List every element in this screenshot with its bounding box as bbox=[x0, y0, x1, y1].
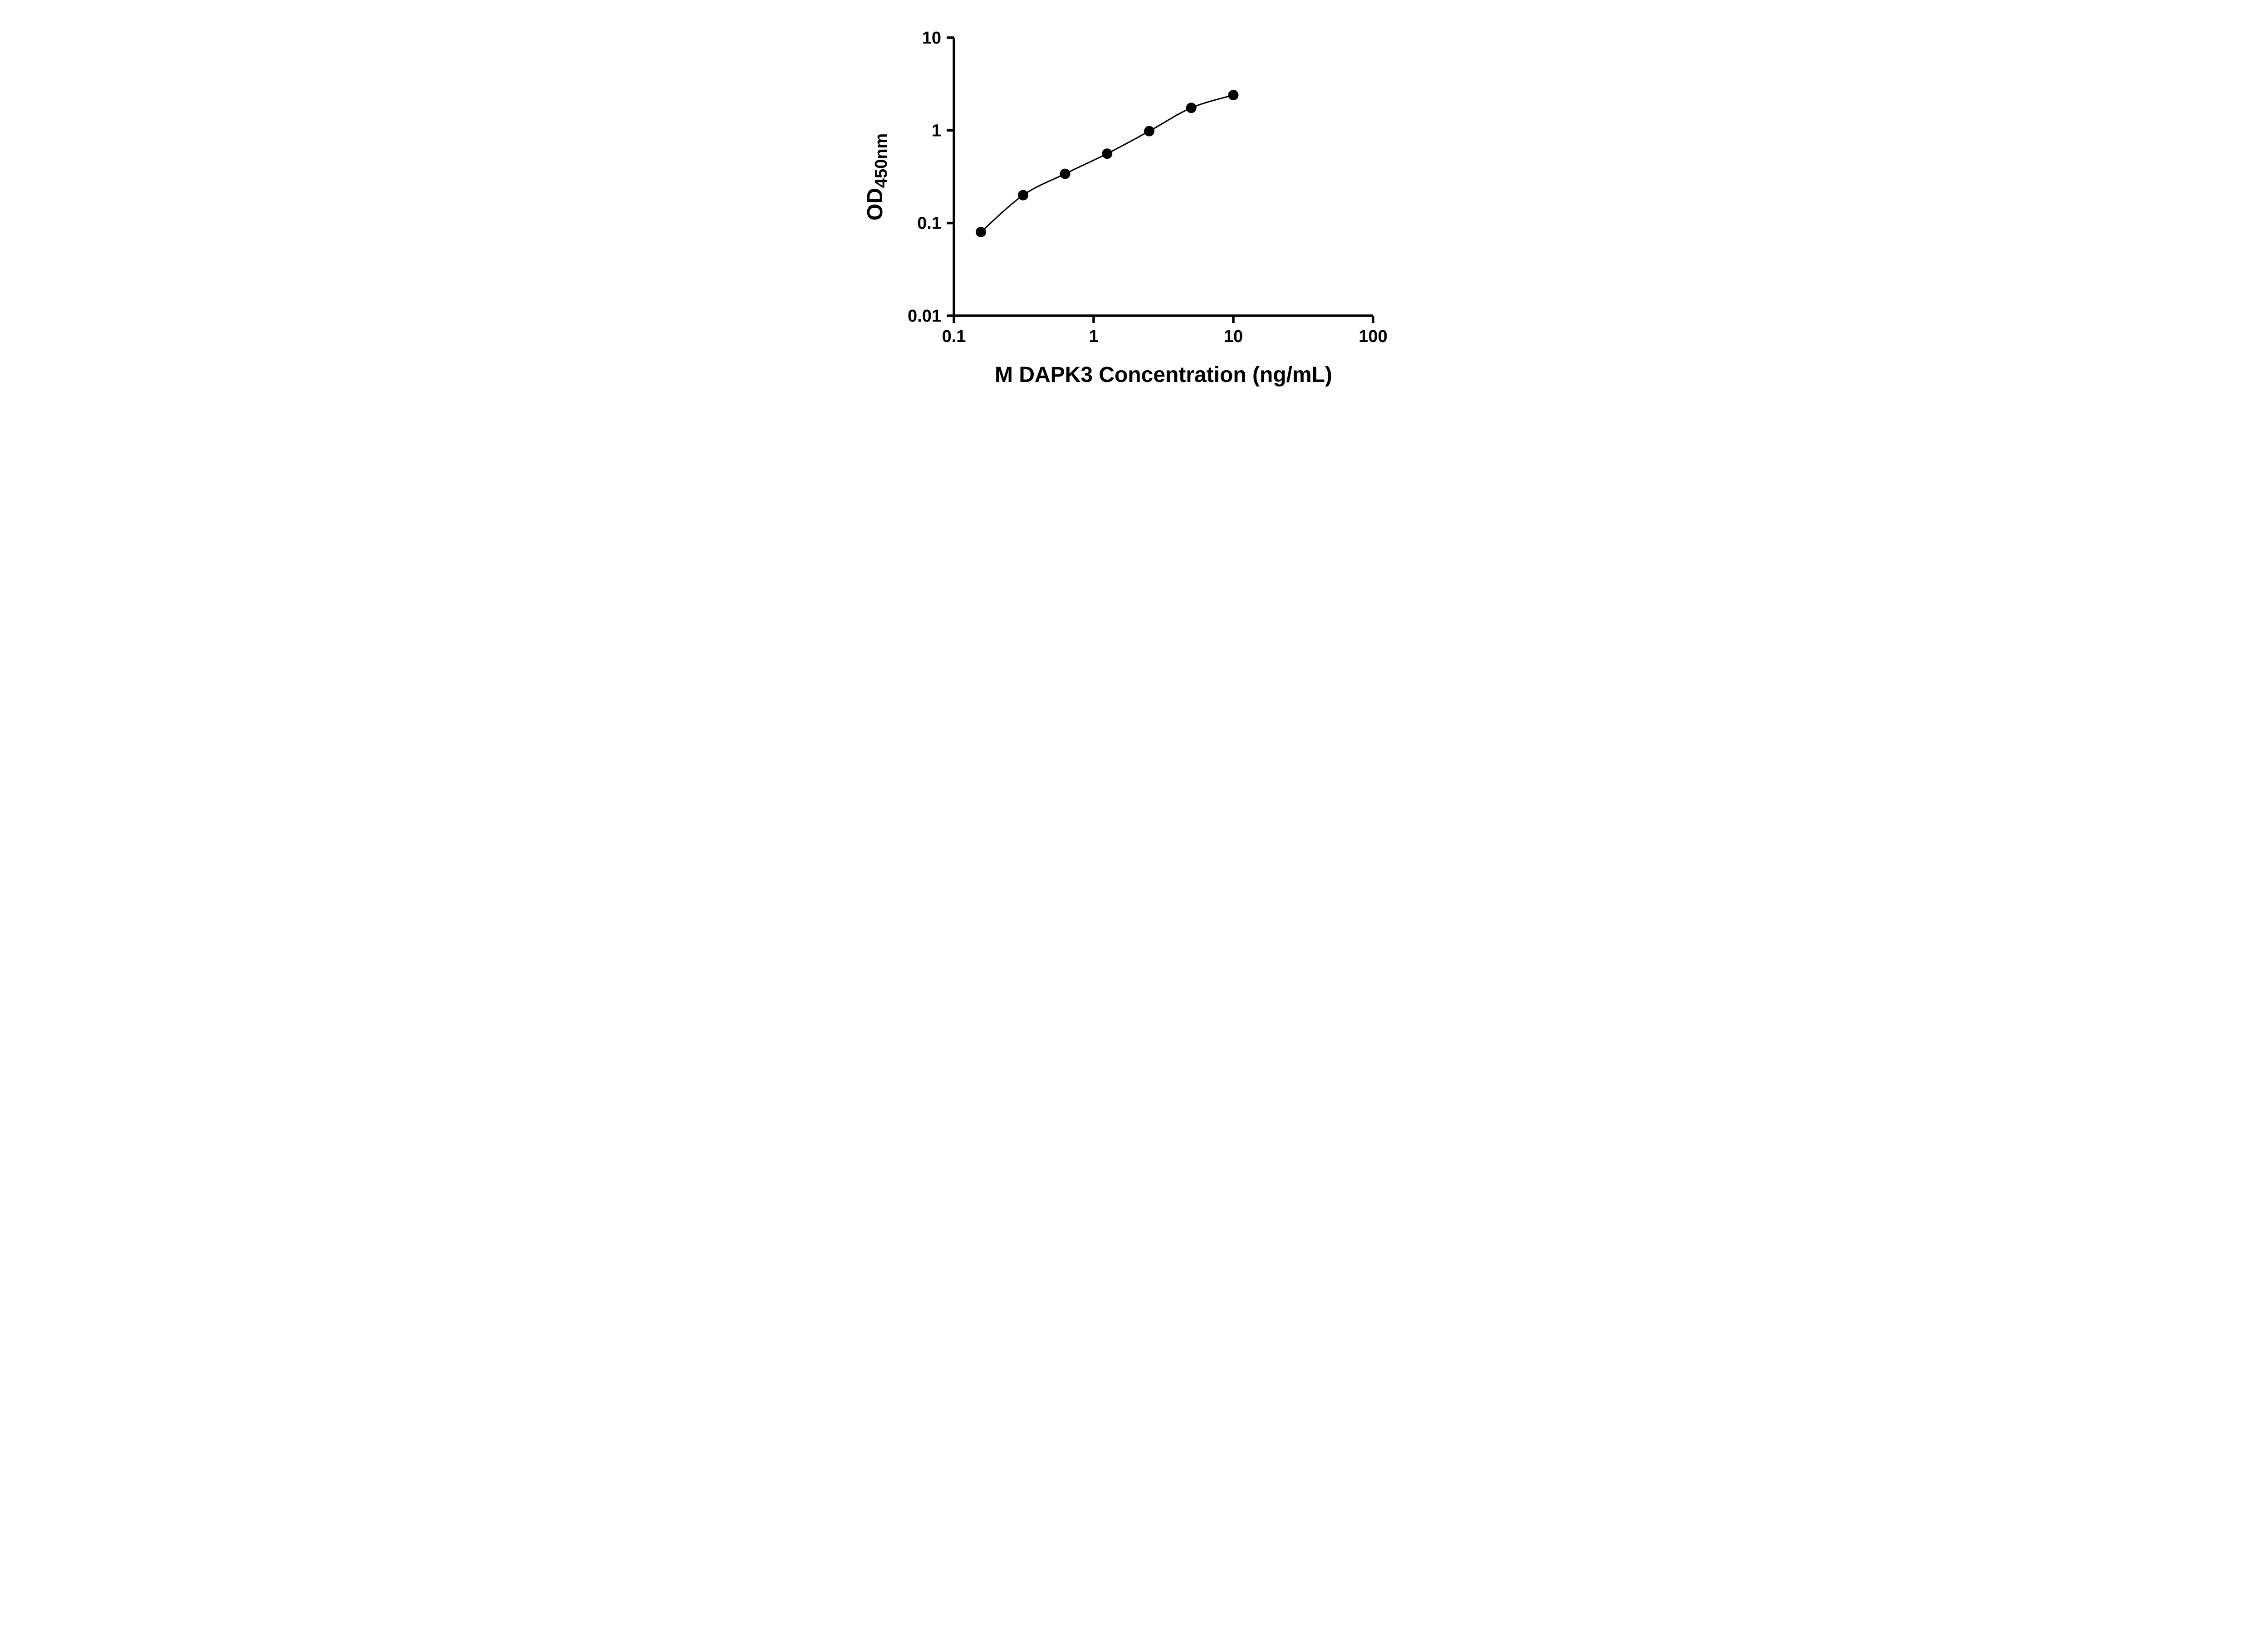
y-axis-label-main: OD bbox=[863, 188, 887, 220]
x-tick-label: 0.1 bbox=[942, 327, 966, 346]
data-point bbox=[1228, 90, 1239, 101]
elisa-standard-curve-chart: 0.01 0.1 1 10 0.1 1 10 100 M DAPK3 Concentratio… bbox=[842, 0, 1426, 408]
data-point bbox=[1102, 148, 1113, 159]
y-axis-label: OD450nm bbox=[863, 133, 891, 220]
x-tick-label: 1 bbox=[1089, 327, 1098, 346]
axis-ticks bbox=[947, 36, 1374, 323]
x-tick-label: 10 bbox=[1224, 327, 1243, 346]
data-points bbox=[976, 90, 1239, 237]
data-point bbox=[976, 227, 986, 237]
y-tick-label: 0.1 bbox=[917, 214, 941, 233]
data-point bbox=[1186, 103, 1197, 113]
y-tick-label: 10 bbox=[922, 29, 941, 48]
x-axis-label: M DAPK3 Concentration (ng/mL) bbox=[995, 363, 1332, 387]
page-background: 0.01 0.1 1 10 0.1 1 10 100 M DAPK3 Concentratio… bbox=[0, 0, 2268, 408]
data-point bbox=[1144, 126, 1155, 137]
y-tick-label: 0.01 bbox=[908, 307, 941, 326]
data-point bbox=[1060, 168, 1070, 179]
plot-background bbox=[842, 0, 1426, 408]
y-tick-label: 1 bbox=[932, 121, 941, 140]
y-axis-label-subscript: 450nm bbox=[872, 133, 891, 188]
data-point bbox=[1018, 190, 1029, 200]
x-tick-label: 100 bbox=[1359, 327, 1387, 346]
